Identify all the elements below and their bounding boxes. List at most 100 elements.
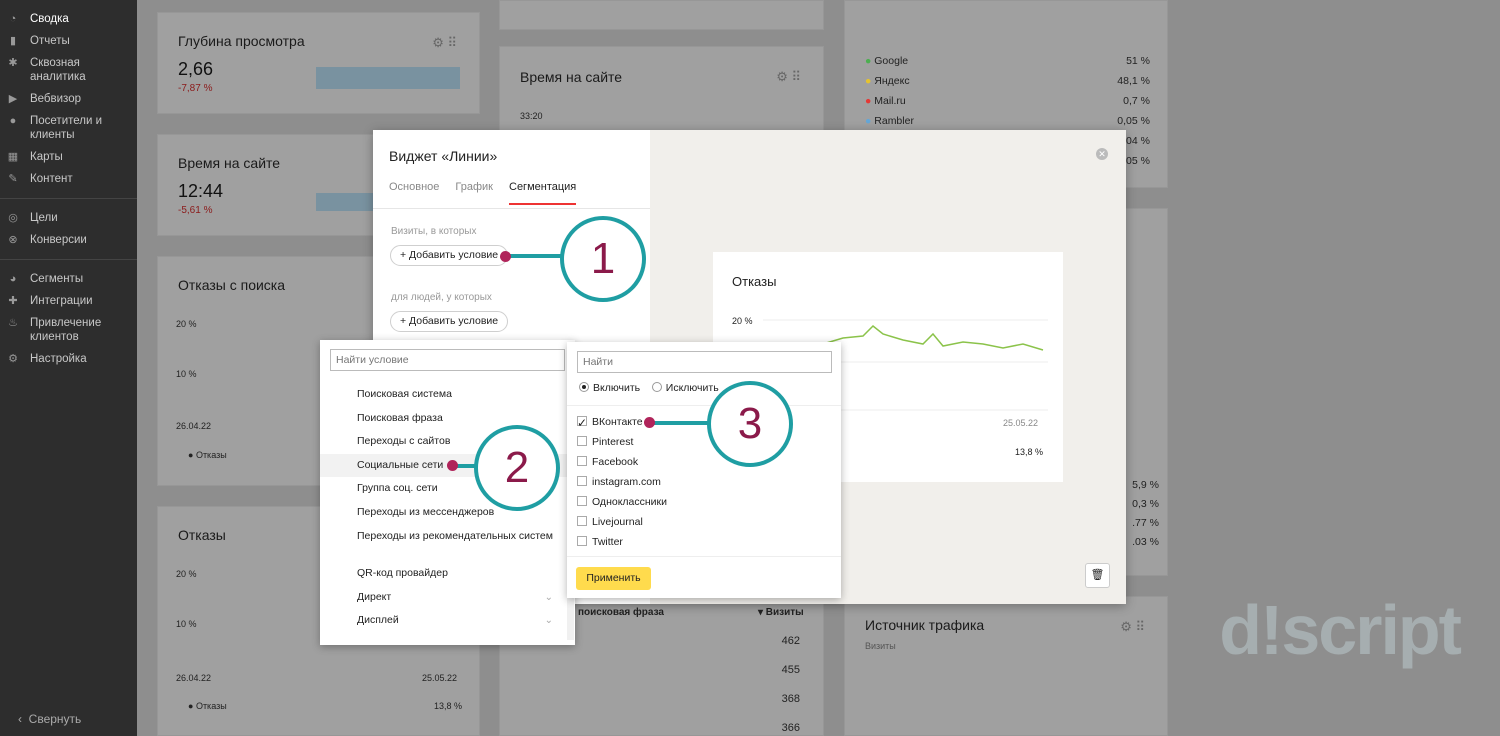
- card-title: Время на сайте: [520, 69, 623, 85]
- source-name: ● Rambler: [865, 115, 914, 127]
- table-header-visits[interactable]: ▾ Визиты: [758, 607, 804, 618]
- gear-icon[interactable]: ⚙ ⠿: [1120, 619, 1145, 634]
- condition-item[interactable]: Переходы из рекомендательных систем: [320, 524, 567, 562]
- social-search-input[interactable]: [577, 351, 832, 373]
- sidebar-item-label: Сегменты: [30, 273, 84, 285]
- callout-3: 3: [707, 381, 793, 467]
- gear-icon[interactable]: ⚙ ⠿: [432, 35, 457, 50]
- checkbox[interactable]: [577, 476, 587, 486]
- table-row: 455: [781, 664, 800, 676]
- source-value: .05 %: [1123, 155, 1150, 167]
- add-condition-people-button[interactable]: + Добавить условие: [390, 311, 509, 332]
- social-label: Livejournal: [592, 516, 643, 528]
- sparkline: [316, 67, 460, 89]
- sidebar-item-label: Контент: [30, 173, 73, 185]
- sidebar-item[interactable]: ▦ Карты: [0, 146, 137, 168]
- social-item[interactable]: Facebook: [577, 452, 667, 472]
- add-condition-visits-button[interactable]: + Добавить условие: [390, 245, 509, 266]
- condition-label: Группа соц. сети: [357, 482, 438, 494]
- condition-item[interactable]: Группа соц. сети: [320, 477, 567, 501]
- sidebar-separator: [0, 198, 137, 199]
- source-value: 0,7 %: [1123, 95, 1150, 107]
- card-depth: Глубина просмотра ⚙ ⠿ 2,66 -7,87 %: [157, 12, 480, 114]
- condition-label: QR-код провайдер: [357, 567, 448, 579]
- sidebar-item[interactable]: ▶ Вебвизор: [0, 88, 137, 110]
- sidebar-item-label: Сквозная аналитика: [30, 57, 86, 83]
- gear-icon[interactable]: ⚙ ⠿: [776, 69, 801, 84]
- sidebar-item[interactable]: ✎ Контент: [0, 168, 137, 190]
- radio-include[interactable]: Включить: [579, 382, 640, 394]
- sidebar-item[interactable]: ⊗ Конверсии: [0, 229, 137, 251]
- puzzle-icon: ✚: [8, 295, 18, 307]
- sidebar-item-label: Привлечение клиентов: [30, 317, 102, 343]
- side-value: 0,3 %: [1132, 498, 1159, 510]
- y-tick: 33:20: [520, 111, 543, 121]
- date-start: 26.04.22: [176, 421, 212, 431]
- social-item[interactable]: Livejournal: [577, 512, 667, 532]
- sidebar-item[interactable]: ◎ Цели: [0, 207, 137, 229]
- condition-item[interactable]: QR-код провайдер: [320, 562, 567, 586]
- gear-icon: ⚙: [8, 353, 18, 365]
- apply-button[interactable]: Применить: [576, 567, 651, 590]
- sidebar-item[interactable]: ● Посетители и клиенты: [0, 110, 137, 146]
- callout-line: [505, 254, 565, 258]
- sidebar-item-label: Посетители и клиенты: [30, 115, 103, 141]
- bar-chart-icon: ▮: [9, 35, 17, 47]
- checkbox[interactable]: [577, 436, 587, 446]
- social-item[interactable]: ВКонтакте: [577, 412, 667, 433]
- date-start: 26.04.22: [176, 673, 212, 683]
- checkbox[interactable]: [577, 413, 587, 433]
- source-value: 48,1 %: [1117, 75, 1150, 87]
- condition-item[interactable]: Переходы из мессенджеров: [320, 501, 567, 525]
- sidebar-item[interactable]: ◕ Сегменты: [0, 268, 137, 290]
- sidebar-item-label: Интеграции: [30, 295, 93, 307]
- trash-icon[interactable]: 🗑: [1085, 563, 1110, 588]
- checkbox[interactable]: [577, 516, 587, 526]
- sidebar-item[interactable]: ♨ Привлечение клиентов: [0, 312, 137, 348]
- collapse-button[interactable]: ‹ Свернуть: [18, 712, 82, 726]
- tab-main[interactable]: Основное: [389, 181, 440, 193]
- sidebar-item[interactable]: ◔ Сводка: [0, 8, 137, 30]
- checkbox[interactable]: [577, 536, 587, 546]
- condition-label: Переходы с сайтов: [357, 435, 451, 447]
- sidebar-item-label: Сводка: [30, 13, 69, 25]
- sources-list: ● Google 51 % ● Яндекс 48,1 % ● Mail.ru 0,7 %…: [865, 55, 1150, 175]
- sidebar-item[interactable]: ⚙ Настройка: [0, 348, 137, 370]
- close-icon[interactable]: ✕: [1096, 148, 1108, 160]
- checkbox[interactable]: [577, 496, 587, 506]
- social-item[interactable]: Pinterest: [577, 432, 667, 452]
- pencil-icon: ✎: [8, 173, 18, 185]
- card-title: Отказы с поиска: [178, 277, 286, 293]
- social-item[interactable]: Twitter: [577, 532, 667, 552]
- sidebar-item[interactable]: ✚ Интеграции: [0, 290, 137, 312]
- tab-chart[interactable]: График: [455, 181, 493, 193]
- social-item[interactable]: instagram.com: [577, 472, 667, 492]
- play-icon: ▶: [8, 93, 18, 105]
- social-label: Facebook: [592, 456, 639, 468]
- condition-item[interactable]: Директ ⌄: [320, 586, 567, 610]
- sidebar-item-label: Отчеты: [30, 35, 70, 47]
- radio-exclude[interactable]: Исключить: [651, 382, 719, 394]
- table-row: 368: [781, 693, 800, 705]
- condition-search-input[interactable]: [330, 349, 565, 371]
- source-row: ● Rambler 0,05 %: [865, 115, 1150, 135]
- conversion-icon: ⊗: [8, 234, 18, 246]
- condition-item[interactable]: Переходы с сайтов: [320, 430, 567, 454]
- total-value: 13,8 %: [1015, 447, 1044, 457]
- y-tick: 20 %: [176, 319, 197, 329]
- metric-delta: -7,87 %: [178, 83, 213, 94]
- source-row: ● Google 51 %: [865, 55, 1150, 75]
- sidebar-item[interactable]: ✱ Сквозная аналитика: [0, 52, 137, 88]
- map-icon: ▦: [7, 151, 19, 163]
- condition-item[interactable]: Дисплей ⌄: [320, 609, 567, 633]
- social-item[interactable]: Одноклассники: [577, 492, 667, 512]
- social-label: ВКонтакте: [592, 416, 643, 428]
- sidebar-item[interactable]: ▮ Отчеты: [0, 30, 137, 52]
- tab-segmentation[interactable]: Сегментация: [509, 181, 577, 205]
- side-value: .03 %: [1132, 536, 1159, 548]
- condition-item[interactable]: Поисковая фраза: [320, 407, 567, 431]
- checkbox[interactable]: [577, 456, 587, 466]
- flame-icon: ♨: [8, 317, 18, 329]
- condition-item[interactable]: Поисковая система: [320, 383, 567, 407]
- card-subtitle: Визиты: [865, 641, 896, 651]
